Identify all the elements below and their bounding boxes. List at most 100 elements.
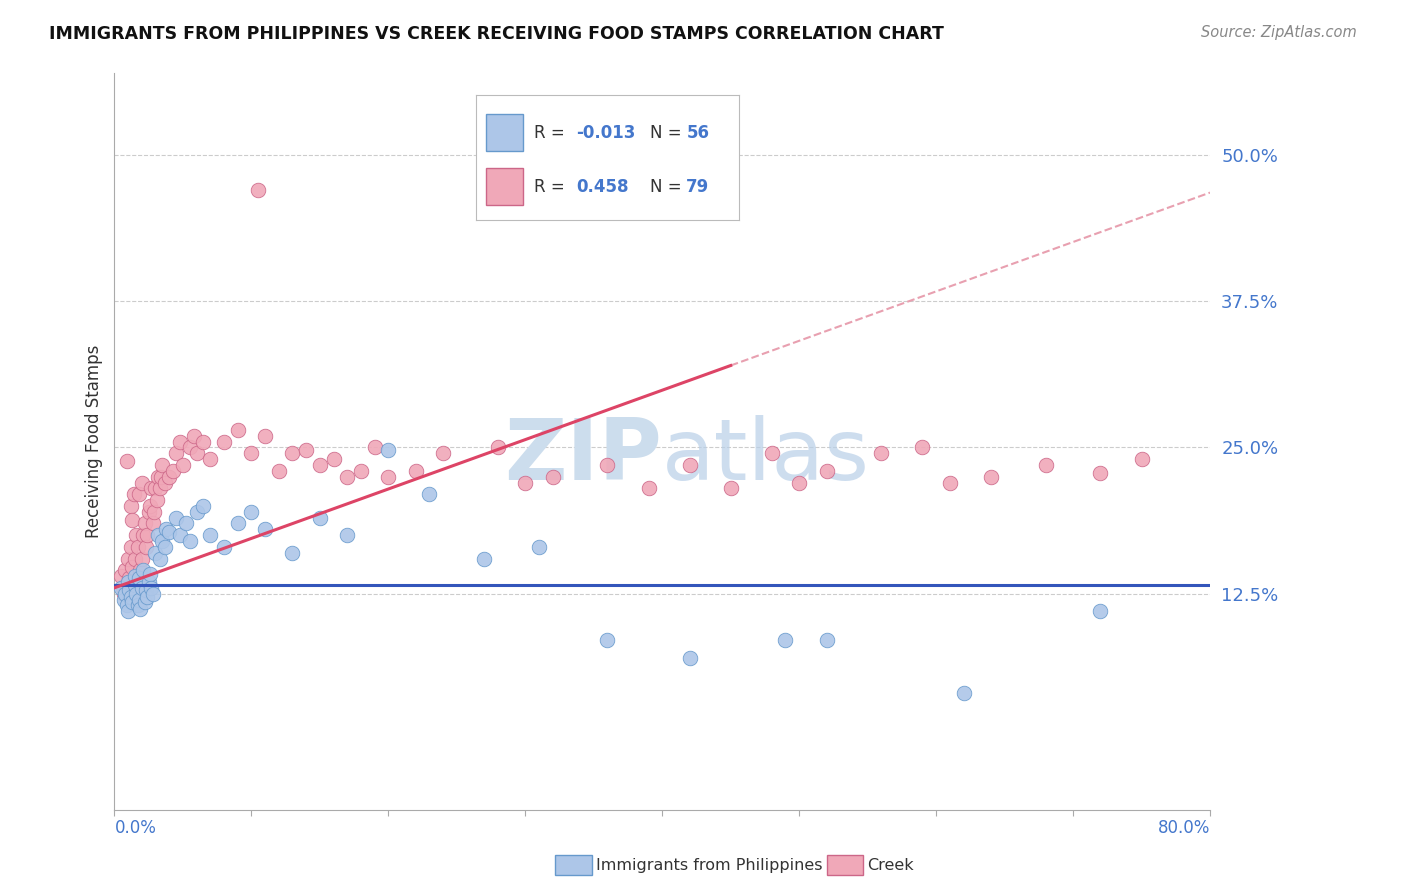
Point [322, 452, 344, 467]
Point [1130, 452, 1153, 467]
Point [952, 686, 974, 700]
Point [157, 524, 180, 539]
Point [153, 475, 176, 490]
Point [128, 571, 150, 585]
Point [125, 587, 148, 601]
Point [146, 493, 169, 508]
Point [186, 505, 208, 519]
Point [136, 528, 159, 542]
Point [148, 528, 170, 542]
Point [200, 452, 222, 467]
Point [165, 510, 187, 524]
Point [149, 481, 172, 495]
Point [267, 464, 290, 478]
Point [486, 441, 509, 455]
Point [149, 551, 172, 566]
Point [174, 516, 197, 531]
Point [980, 469, 1002, 483]
Text: atlas: atlas [662, 415, 870, 498]
Point [127, 540, 149, 554]
Point [117, 551, 139, 566]
Point [128, 487, 150, 501]
Point [142, 516, 165, 531]
Point [193, 499, 215, 513]
Point [336, 528, 359, 542]
Point [226, 423, 249, 437]
Point [117, 604, 139, 618]
Point [150, 534, 173, 549]
Point [111, 581, 134, 595]
Text: ZIP: ZIP [505, 415, 662, 498]
Point [183, 428, 205, 442]
Point [172, 458, 194, 472]
Point [114, 587, 136, 601]
Point [186, 446, 208, 460]
Point [637, 481, 659, 495]
Point [308, 458, 330, 472]
Text: Source: ZipAtlas.com: Source: ZipAtlas.com [1201, 25, 1357, 40]
Point [193, 434, 215, 449]
Point [124, 581, 146, 595]
Point [240, 446, 263, 460]
Point [1090, 466, 1112, 480]
Point [169, 528, 191, 542]
Point [153, 540, 176, 554]
Point [678, 458, 700, 472]
Point [405, 464, 427, 478]
Point [117, 581, 139, 595]
Point [135, 540, 157, 554]
Point [775, 633, 797, 648]
Point [138, 505, 160, 519]
Point [596, 633, 619, 648]
Point [432, 446, 454, 460]
Point [129, 563, 152, 577]
Point [112, 587, 135, 601]
Point [350, 464, 373, 478]
Point [131, 581, 153, 595]
Point [132, 528, 155, 542]
Text: 0.0%: 0.0% [114, 820, 156, 838]
Point [939, 475, 962, 490]
Point [125, 528, 148, 542]
Point [596, 458, 619, 472]
Point [911, 441, 934, 455]
Point [162, 464, 184, 478]
Point [141, 481, 163, 495]
Point [720, 481, 742, 495]
Point [212, 540, 235, 554]
Point [120, 540, 142, 554]
Point [295, 442, 318, 457]
Point [120, 499, 142, 513]
Point [110, 569, 132, 583]
Point [135, 583, 157, 598]
Point [472, 551, 495, 566]
Point [134, 516, 156, 531]
Point [787, 475, 810, 490]
Y-axis label: Receiving Food Stamps: Receiving Food Stamps [86, 345, 103, 538]
Point [377, 469, 399, 483]
Point [131, 475, 153, 490]
Point [127, 599, 149, 613]
Point [148, 469, 170, 483]
Point [815, 464, 838, 478]
Point [129, 602, 152, 616]
Text: 80.0%: 80.0% [1157, 820, 1211, 838]
Point [131, 551, 153, 566]
Text: Immigrants from Philippines: Immigrants from Philippines [596, 858, 823, 872]
Point [121, 559, 143, 574]
Point [179, 534, 201, 549]
Point [418, 487, 440, 501]
Point [115, 599, 138, 613]
Point [142, 587, 165, 601]
Point [124, 551, 146, 566]
Point [678, 651, 700, 665]
Point [308, 510, 330, 524]
Point [118, 583, 141, 598]
Point [150, 458, 173, 472]
Point [815, 633, 838, 648]
Point [247, 183, 270, 197]
Point [515, 475, 537, 490]
Text: IMMIGRANTS FROM PHILIPPINES VS CREEK RECEIVING FOOD STAMPS CORRELATION CHART: IMMIGRANTS FROM PHILIPPINES VS CREEK REC… [49, 25, 943, 43]
Point [124, 578, 146, 592]
Point [141, 581, 163, 595]
